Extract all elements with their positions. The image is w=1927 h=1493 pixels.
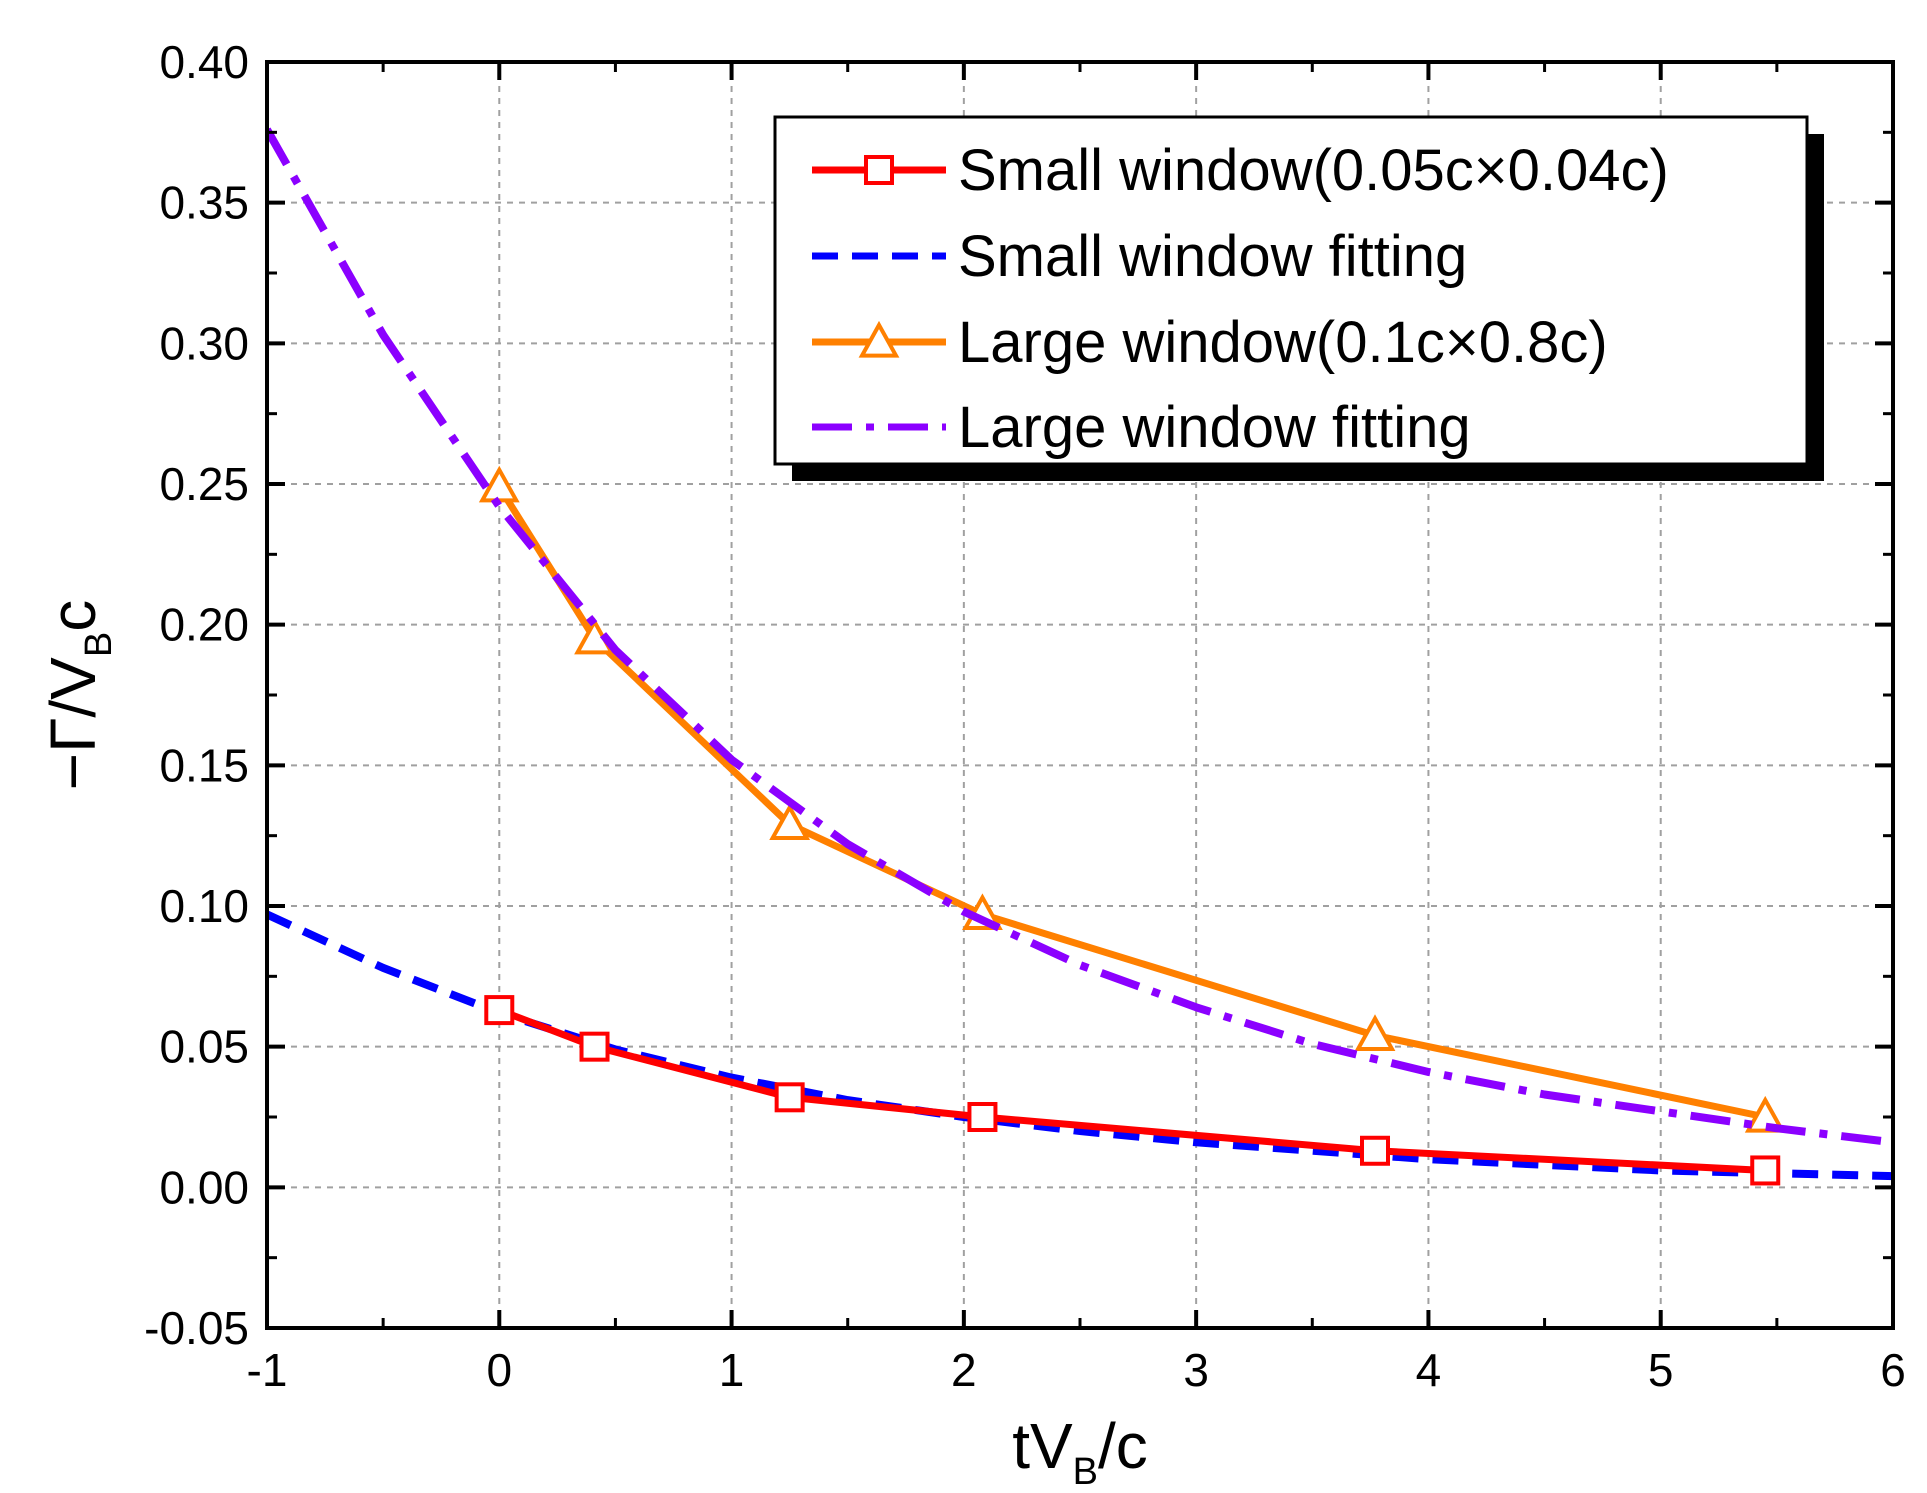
- legend: Small window(0.05c×0.04c) Small window fi…: [773, 115, 1824, 481]
- y-tick-label: 0.25: [159, 458, 249, 510]
- y-tick-label: 0.00: [159, 1161, 249, 1213]
- y-tick-label: -0.05: [144, 1302, 249, 1354]
- series-line: [496, 484, 1766, 1121]
- data-point: [967, 1102, 998, 1132]
- x-tick-label: 3: [1183, 1344, 1209, 1396]
- legend-marker: [864, 155, 894, 185]
- x-tick-label: 4: [1416, 1344, 1442, 1396]
- legend-label: Large window fitting: [958, 395, 1471, 460]
- legend-label: Large window(0.1c×0.8c): [958, 310, 1608, 375]
- y-tick-label: 0.05: [159, 1021, 249, 1073]
- series-3: [267, 127, 1893, 1147]
- data-point: [769, 803, 811, 841]
- data-point: [579, 1031, 610, 1062]
- y-tick-label: 0.30: [159, 317, 249, 369]
- y-tick-label: 0.20: [159, 599, 249, 651]
- data-point: [774, 1082, 805, 1113]
- x-tick-label: -1: [247, 1344, 288, 1396]
- y-axis-title: −Γ/VBc: [37, 600, 120, 790]
- y-tick-label: 0.40: [159, 36, 249, 88]
- x-tick-label: 6: [1880, 1344, 1906, 1396]
- series-layer: [267, 127, 1893, 1186]
- y-tick-label: 0.10: [159, 880, 249, 932]
- series-line: [498, 1006, 1766, 1174]
- ticks: -1 0 1 2 3 4 5 6 -0.05 0.00 0.05 0.10 0.15 0.20 0.25 0.…: [144, 36, 1906, 1396]
- data-point: [484, 995, 515, 1026]
- series-line: [267, 127, 1893, 1147]
- legend-label: Small window fitting: [958, 224, 1467, 289]
- x-axis-title: tVB/c: [1012, 1410, 1148, 1493]
- data-point: [1360, 1135, 1391, 1166]
- legend-box: [773, 115, 1809, 466]
- x-tick-label: 0: [486, 1344, 512, 1396]
- y-tick-label: 0.15: [159, 739, 249, 791]
- data-point: [1750, 1155, 1781, 1186]
- x-tick-label: 2: [951, 1344, 977, 1396]
- x-tick-label: 1: [719, 1344, 745, 1396]
- y-tick-label: 0.35: [159, 177, 249, 229]
- x-tick-label: 5: [1648, 1344, 1674, 1396]
- series-0: [484, 995, 1781, 1186]
- legend-label: Small window(0.05c×0.04c): [958, 138, 1669, 203]
- data-point: [1354, 1014, 1396, 1052]
- legend-marker: [858, 320, 900, 358]
